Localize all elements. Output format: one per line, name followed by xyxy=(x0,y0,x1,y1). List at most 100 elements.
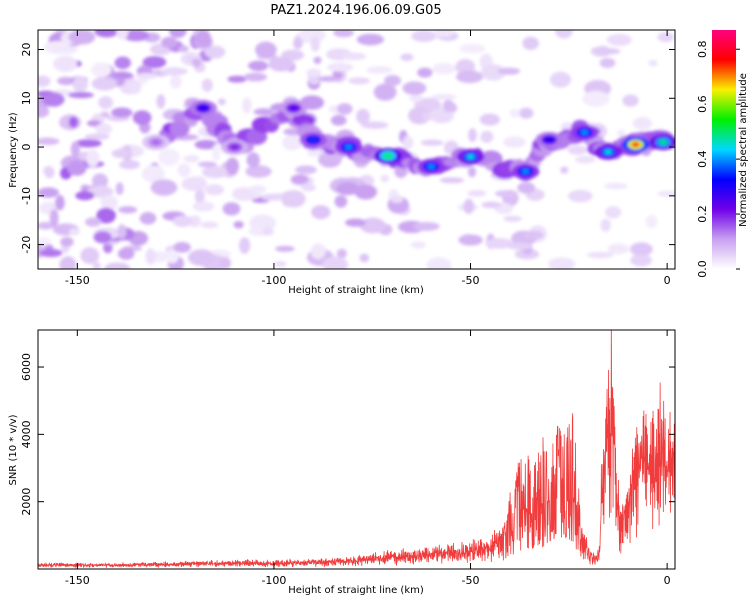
colorbar: 0.0 0.2 0.4 0.6 0.8 Normalized spectral ampl… xyxy=(696,30,749,278)
spectrogram-blob xyxy=(59,256,77,269)
spectrogram-blob xyxy=(195,188,205,204)
spectrogram-blob xyxy=(42,92,65,107)
spectrogram-blob xyxy=(295,165,317,175)
spectrogram-blob xyxy=(227,75,247,83)
spectrogram-blob xyxy=(480,130,494,143)
spectrogram-blob xyxy=(169,30,187,39)
spectrogram-blob xyxy=(411,30,437,42)
snr-panel: -150 -100 -50 0 2000 4000 6000 Height of strai… xyxy=(8,329,676,596)
spectrogram-blob xyxy=(93,231,112,244)
spectrogram-blob xyxy=(427,164,436,170)
spectrogram-blob xyxy=(38,187,60,198)
spectrogram-blob xyxy=(630,254,652,267)
spectrogram-blob xyxy=(67,160,87,176)
spectrogram-blob xyxy=(158,148,180,166)
spectrogram-blob xyxy=(262,227,274,236)
spectrogram-blob xyxy=(344,144,353,150)
spectrogram-blob xyxy=(57,76,76,86)
spectrogram-blob xyxy=(192,58,202,68)
spectrogram-blob xyxy=(111,107,133,118)
spectrogram-blob xyxy=(53,45,78,54)
spectrogram-blob xyxy=(503,215,523,222)
snr-frame xyxy=(37,329,676,570)
spectrogram-blob xyxy=(86,149,100,168)
colorbar-tick-label: 0.4 xyxy=(696,150,709,168)
snr-x-axis-label: Height of straight line (km) xyxy=(288,585,424,596)
spectrogram-blob xyxy=(466,154,475,160)
spectrogram-blob xyxy=(68,116,78,128)
spectrogram-blob xyxy=(468,128,477,143)
spectrogram-blob xyxy=(485,238,513,249)
spectrogram-blob xyxy=(220,257,231,269)
spectrogram-blob xyxy=(39,248,63,258)
spectrogram-blob xyxy=(319,152,344,161)
x-tick-label: -50 xyxy=(462,574,480,587)
spectrogram-blob xyxy=(599,57,616,69)
spectrogram-blob xyxy=(481,64,506,81)
spectrogram-blob xyxy=(522,36,539,50)
spectrogram-blob xyxy=(104,262,131,269)
spectrogram-blob xyxy=(333,30,354,38)
spectrogram-blob xyxy=(201,166,230,179)
spectrogram-blob xyxy=(467,166,477,178)
spectrogram-blob xyxy=(313,56,322,65)
spectrogram-blob xyxy=(274,261,287,267)
spectrogram-blob xyxy=(560,166,569,174)
y-tick-label: 20 xyxy=(20,43,33,57)
spectrogram-blob xyxy=(55,194,65,211)
spectrogram-blob xyxy=(506,242,533,250)
spectrogram-blob xyxy=(246,128,268,145)
spectrogram-blob xyxy=(604,182,628,190)
spectrogram-blob xyxy=(67,91,94,99)
y-tick-label: -10 xyxy=(20,187,33,205)
spectrogram-blob xyxy=(422,112,432,122)
spectrogram-blob xyxy=(217,98,226,106)
spectrogram-blob xyxy=(463,198,474,214)
spectrogram-blob xyxy=(356,33,385,46)
x-tick-label: 0 xyxy=(664,274,671,287)
spectrogram-blob xyxy=(197,161,217,168)
snr-ticks: -150 -100 -50 0 2000 4000 6000 xyxy=(20,330,675,587)
spectrogram-blob xyxy=(322,256,349,269)
spectrogram-blob xyxy=(139,211,157,225)
colorbar-label: Normalized spectral amplitude xyxy=(738,73,749,227)
spectrogram-blob xyxy=(326,62,354,72)
spectrogram-blob xyxy=(361,121,389,129)
spectrogram-blob xyxy=(172,215,194,227)
spectrogram-blob xyxy=(330,114,347,126)
x-tick-label: -50 xyxy=(462,274,480,287)
snr-line xyxy=(38,330,675,568)
spectrogram-blob xyxy=(373,83,397,101)
spectrogram-blob xyxy=(301,183,316,192)
spectrogram-blob xyxy=(336,248,347,259)
spectrogram-blob xyxy=(117,247,135,260)
spectrogram-blob xyxy=(161,36,178,49)
spectrogram-blob xyxy=(152,139,160,145)
spectrogram-blob xyxy=(261,193,281,201)
spectrogram-blob xyxy=(648,59,658,67)
spectrogram-blob xyxy=(657,190,675,197)
spectrogram-blob xyxy=(657,32,675,43)
spectrogram-blob xyxy=(359,253,370,263)
spectrogram-blob xyxy=(282,135,303,151)
spectrogram-x-axis-label: Height of straight line (km) xyxy=(288,285,424,296)
colorbar-ticks: 0.0 0.2 0.4 0.6 0.8 xyxy=(696,40,740,278)
spectrogram-blob xyxy=(248,185,267,194)
spectrogram-blob xyxy=(38,105,50,118)
spectrogram-blob xyxy=(100,194,119,211)
spectrogram-blob xyxy=(199,105,208,111)
y-tick-label: 10 xyxy=(20,91,33,105)
x-tick-label: -100 xyxy=(261,574,286,587)
x-tick-label: -150 xyxy=(65,274,90,287)
spectrogram-blob xyxy=(575,155,596,164)
spectrogram-blob xyxy=(53,55,78,72)
spectrogram-blob xyxy=(183,154,200,163)
spectrogram-blob xyxy=(135,72,157,80)
spectrogram-blob xyxy=(521,169,530,174)
spectrogram-blob xyxy=(115,182,124,196)
y-tick-label: 0 xyxy=(20,144,33,151)
spectrogram-blob xyxy=(84,133,110,141)
spectrogram-blob xyxy=(645,214,658,229)
spectrogram-blob xyxy=(169,119,190,138)
spectrogram-blob xyxy=(91,76,118,91)
